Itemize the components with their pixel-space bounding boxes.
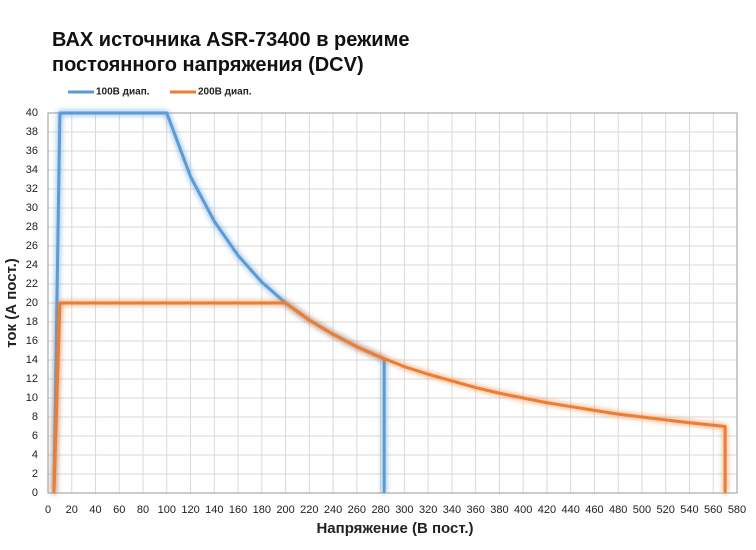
x-tick-label: 440 [562, 504, 580, 516]
chart-title: ВАХ источника ASR-73400 в режиме постоян… [52, 29, 410, 76]
y-tick-label: 24 [26, 259, 38, 271]
y-tick-label: 26 [26, 240, 38, 252]
x-tick-label: 300 [395, 504, 413, 516]
x-tick-label: 220 [300, 504, 318, 516]
legend-label: 100В диап. [96, 87, 150, 98]
y-tick-label: 6 [32, 430, 38, 442]
y-tick-label: 28 [26, 221, 38, 233]
y-tick-label: 30 [26, 202, 38, 214]
y-tick-label: 32 [26, 183, 38, 195]
y-tick-label: 8 [32, 411, 38, 423]
y-tick-label: 34 [26, 164, 38, 176]
plot-border [47, 112, 738, 494]
x-tick-label: 480 [609, 504, 627, 516]
y-tick-label: 36 [26, 145, 38, 157]
x-tick-label: 500 [633, 504, 651, 516]
y-tick-label: 18 [26, 316, 38, 328]
x-tick-label: 100 [158, 504, 176, 516]
x-tick-label: 140 [205, 504, 223, 516]
x-tick-label: 60 [113, 504, 125, 516]
y-tick-label: 4 [32, 449, 38, 461]
y-tick-label: 16 [26, 335, 38, 347]
x-tick-label: 0 [45, 504, 51, 516]
x-tick-label: 260 [348, 504, 366, 516]
x-tick-label: 340 [443, 504, 461, 516]
x-axis-label: Напряжение (В пост.) [316, 520, 473, 537]
x-tick-label: 520 [657, 504, 675, 516]
series-line [52, 301, 727, 494]
x-tick-label: 240 [324, 504, 342, 516]
x-tick-label: 420 [538, 504, 556, 516]
y-tick-label: 20 [26, 297, 38, 309]
x-tick-label: 200 [276, 504, 294, 516]
y-tick-label: 22 [26, 278, 38, 290]
y-axis-label: ток (А пост.) [3, 258, 20, 348]
x-tick-label: 280 [371, 504, 389, 516]
y-tick-label: 38 [26, 126, 38, 138]
x-tick-label: 380 [490, 504, 508, 516]
x-tick-label: 360 [466, 504, 484, 516]
x-tick-label: 560 [704, 504, 722, 516]
x-tick-label: 180 [253, 504, 271, 516]
y-tick-label: 10 [26, 392, 38, 404]
x-tick-label: 40 [89, 504, 101, 516]
x-tick-label: 580 [728, 504, 746, 516]
y-tick-label: 40 [26, 107, 38, 119]
y-tick-label: 2 [32, 468, 38, 480]
x-tick-label: 160 [229, 504, 247, 516]
y-tick-label: 0 [32, 487, 38, 499]
x-tick-label: 120 [181, 504, 199, 516]
legend-label: 200В диап. [198, 87, 252, 98]
x-tick-label: 320 [419, 504, 437, 516]
x-tick-label: 540 [680, 504, 698, 516]
y-tick-label: 12 [26, 373, 38, 385]
x-tick-label: 460 [585, 504, 603, 516]
x-tick-label: 20 [66, 504, 78, 516]
x-tick-label: 80 [137, 504, 149, 516]
y-tick-label: 14 [26, 354, 38, 366]
x-tick-label: 400 [514, 504, 532, 516]
